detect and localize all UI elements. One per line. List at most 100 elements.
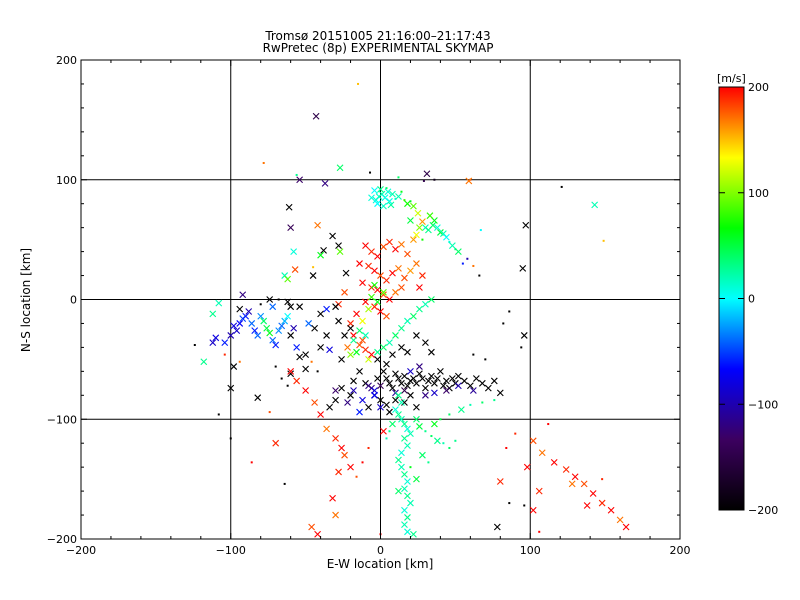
data-point-cross: [380, 202, 387, 210]
data-point-dot: [502, 322, 505, 325]
data-point-cross: [287, 367, 295, 375]
data-point-dot: [493, 399, 496, 402]
data-point-cross: [422, 391, 429, 399]
data-point-cross: [519, 264, 527, 272]
data-point-dot: [472, 264, 475, 267]
data-point-cross: [535, 487, 543, 495]
data-point-cross: [580, 480, 588, 488]
data-point-cross: [401, 420, 408, 428]
data-point-cross: [242, 312, 250, 320]
data-point-cross: [311, 324, 318, 332]
data-point-cross: [320, 247, 327, 254]
data-point-dot: [508, 502, 511, 505]
data-point-cross: [392, 245, 399, 253]
data-point-cross: [371, 267, 378, 275]
data-point-dot: [430, 435, 433, 438]
data-point-cross: [371, 387, 378, 394]
data-point-cross: [383, 401, 390, 409]
data-point-cross: [338, 444, 345, 452]
data-point-cross: [200, 358, 208, 366]
data-point-dot: [262, 161, 265, 164]
data-point-dot: [560, 185, 563, 188]
data-point-cross: [272, 439, 280, 447]
data-point-dot: [193, 344, 196, 347]
data-point-cross: [356, 341, 363, 349]
data-point-cross: [335, 468, 342, 476]
data-point-cross: [359, 317, 366, 325]
data-point-dot: [250, 461, 253, 464]
data-point-dot: [286, 384, 289, 387]
data-point-dot: [229, 437, 232, 440]
data-point-dot: [424, 430, 427, 433]
data-point-cross: [350, 377, 357, 385]
data-point-dot: [439, 418, 442, 421]
data-point-cross: [571, 473, 579, 481]
data-point-cross: [407, 391, 414, 399]
data-point-cross: [347, 351, 354, 358]
data-point-dot: [427, 461, 430, 464]
data-point-cross: [416, 305, 423, 313]
data-point-dot: [514, 432, 517, 435]
data-point-cross: [365, 262, 372, 270]
data-point-cross: [407, 499, 414, 507]
data-point-cross: [269, 303, 277, 311]
data-point-cross: [251, 327, 259, 335]
data-point-cross: [341, 288, 348, 296]
data-point-cross: [329, 494, 336, 502]
x-tick-label: 0: [377, 544, 384, 557]
data-point-cross: [404, 348, 411, 356]
data-point-cross: [550, 458, 558, 466]
data-point-dot: [316, 370, 319, 373]
data-point-cross: [401, 521, 408, 529]
data-point-cross: [323, 425, 330, 433]
data-point-cross: [278, 322, 286, 330]
data-point-cross: [290, 248, 298, 255]
colorbar-label: [m/s]: [717, 72, 746, 85]
data-point-cross: [401, 399, 408, 406]
data-point-cross: [469, 387, 477, 394]
data-point-cross: [410, 530, 417, 538]
data-point-cross: [440, 382, 447, 390]
data-point-dot: [448, 241, 451, 244]
data-point-cross: [395, 411, 402, 418]
data-point-cross: [434, 375, 441, 382]
data-point-cross: [362, 332, 369, 339]
data-point-cross: [260, 317, 268, 325]
data-point-cross: [568, 480, 576, 488]
data-point-cross: [383, 276, 390, 284]
data-point-cross: [622, 523, 630, 531]
y-axis: −200 −100 0 100 200: [47, 54, 680, 546]
data-point-cross: [404, 492, 411, 500]
data-point-cross: [454, 248, 462, 255]
data-point-cross: [317, 344, 324, 351]
data-point-cross: [377, 272, 384, 279]
data-point-cross: [443, 387, 450, 394]
data-point-cross: [326, 403, 333, 411]
data-point-cross: [365, 382, 372, 390]
data-point-cross: [209, 339, 217, 346]
data-point-cross: [598, 499, 606, 507]
data-point-cross: [374, 253, 381, 260]
data-point-cross: [317, 310, 324, 318]
data-point-dot: [310, 360, 313, 363]
data-point-dot: [367, 446, 370, 449]
data-point-cross: [266, 296, 274, 303]
data-point-cross: [314, 221, 321, 229]
data-point-cross: [407, 267, 414, 275]
data-point-cross: [287, 332, 295, 339]
data-point-dot: [508, 310, 511, 313]
data-point-cross: [359, 279, 366, 287]
data-point-cross: [387, 201, 395, 209]
data-point-dot: [217, 413, 220, 416]
data-point-cross: [419, 218, 426, 226]
colorbar-tick-label: −200: [748, 504, 778, 517]
data-point-cross: [398, 399, 405, 406]
data-point-cross: [425, 377, 432, 385]
data-point-cross: [437, 367, 444, 375]
colorbar-tick-label: −100: [748, 398, 778, 411]
data-point-cross: [395, 375, 402, 382]
data-point-cross: [401, 485, 408, 493]
data-point-cross: [359, 336, 366, 344]
data-point-dot: [466, 257, 469, 260]
data-point-cross: [389, 351, 396, 358]
